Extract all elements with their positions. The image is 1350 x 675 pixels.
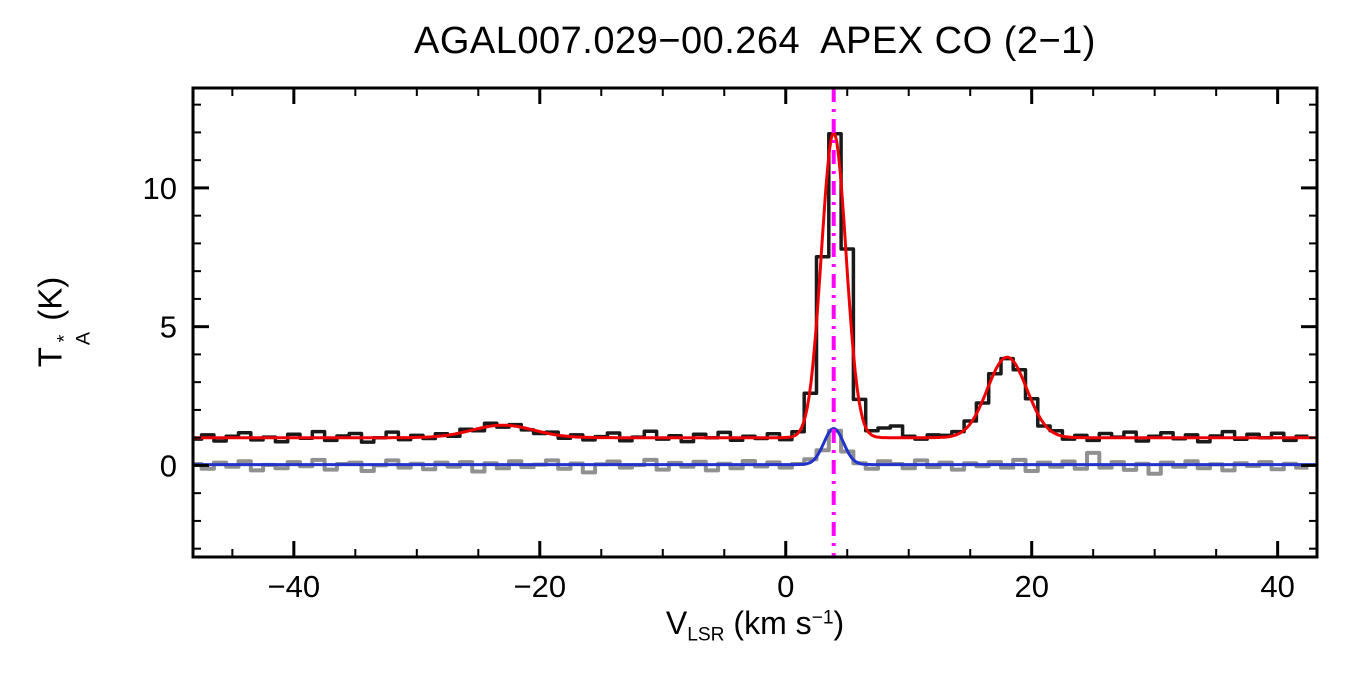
y-tick-label: 10: [143, 171, 177, 206]
x-tick-label: 40: [1260, 569, 1294, 604]
x-axis-label-unit-prefix: (km s: [724, 605, 812, 641]
spectrum-histogram: [193, 132, 1309, 444]
chart-title: AGAL007.029−00.264 APEX CO (2−1): [414, 20, 1096, 62]
y-tick-label: 5: [160, 310, 177, 345]
x-tick-label: −40: [268, 569, 321, 604]
x-tick-label: 0: [777, 569, 794, 604]
x-axis-label-exponent: −1: [811, 607, 834, 629]
series-group: [193, 131, 1317, 476]
gaussian-fit-curve: [193, 131, 1317, 440]
residual-fit-curve: [193, 427, 1317, 467]
x-tick-label: 20: [1014, 569, 1048, 604]
x-axis-label-sub: LSR: [687, 624, 725, 646]
y-tick-label: 0: [160, 448, 177, 483]
axes-box: [191, 86, 1319, 559]
x-axis-label-base: V: [665, 605, 688, 641]
x-tick-label: −20: [513, 569, 566, 604]
x-axis-label-unit-suffix: ): [833, 605, 845, 641]
x-axis-label: VLSR (km s−1): [193, 605, 1317, 647]
